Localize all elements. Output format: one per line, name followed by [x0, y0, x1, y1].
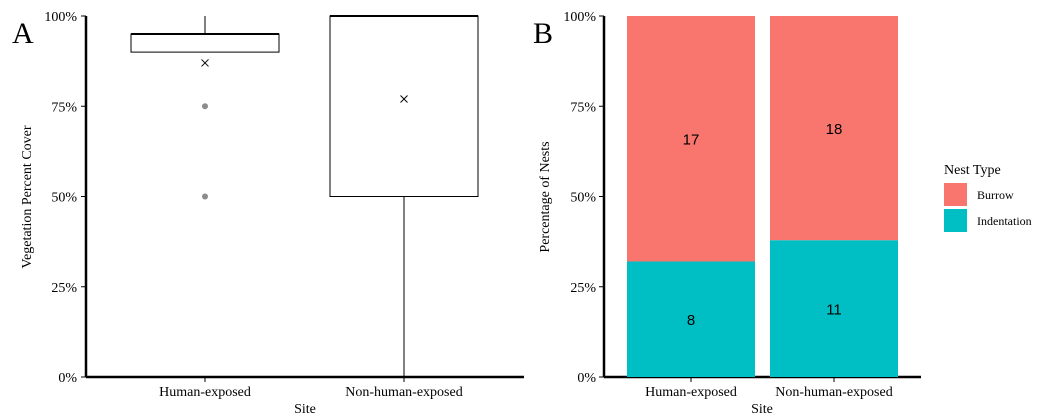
bar-burrow: [770, 16, 898, 241]
bar-indentation: [627, 261, 755, 377]
panel-b: B 8 17 11 18 0% 25% 50% 75% 100% Human-exposed N…: [533, 10, 1032, 417]
mean-marker: [201, 59, 209, 67]
outlier-point: [202, 193, 208, 200]
legend-swatch-indentation: [944, 209, 967, 232]
bar-count-label: 18: [826, 121, 843, 138]
x-tick-label: Non-human-exposed: [345, 385, 462, 400]
y-tick-label: 75%: [570, 100, 596, 115]
y-tick-label: 100%: [563, 10, 596, 25]
bar-count-label: 11: [826, 302, 842, 319]
x-tick-label: Non-human-exposed: [775, 385, 892, 400]
y-tick-label: 100%: [44, 10, 77, 25]
y-tick-label: 75%: [51, 100, 77, 115]
panel-a-boxes: [130, 15, 479, 377]
y-tick-label: 25%: [570, 281, 596, 296]
legend-title: Nest Type: [944, 163, 1001, 178]
panel-a: A 0% 25% 50% 75% 100% Human-exposed Non-human…: [12, 10, 524, 417]
legend-items: Burrow Indentation: [944, 183, 1032, 232]
box-body: [130, 33, 280, 53]
outlier-point: [202, 103, 208, 110]
panel-b-y-axis-title: Percentage of Nests: [538, 141, 553, 252]
panel-a-x-ticks: Human-exposed Non-human-exposed: [159, 377, 463, 400]
box-1: [130, 16, 280, 200]
y-tick-label: 25%: [51, 281, 77, 296]
y-tick-label: 0%: [58, 371, 77, 386]
legend: Nest Type Burrow Indentation: [944, 163, 1032, 232]
legend-label-indentation: Indentation: [977, 214, 1032, 228]
bar-indentation: [770, 240, 898, 377]
box-2: [329, 15, 479, 377]
panel-a-label: A: [12, 17, 34, 50]
panel-b-label: B: [533, 17, 553, 50]
mean-marker: [400, 95, 408, 103]
bar-count-label: 8: [687, 312, 695, 329]
bar-burrow: [627, 16, 755, 262]
panel-b-bars: 8 17 11 18: [627, 16, 898, 377]
panel-b-y-ticks: 0% 25% 50% 75% 100%: [563, 10, 604, 386]
x-tick-label: Human-exposed: [159, 385, 251, 400]
panel-a-y-ticks: 0% 25% 50% 75% 100%: [44, 10, 86, 386]
legend-swatch-burrow: [944, 183, 967, 206]
y-tick-label: 50%: [570, 191, 596, 206]
y-tick-label: 0%: [577, 371, 596, 386]
panel-b-x-ticks: Human-exposed Non-human-exposed: [645, 377, 893, 400]
bar-count-label: 17: [683, 132, 700, 149]
x-tick-label: Human-exposed: [645, 385, 737, 400]
panel-b-x-axis-title: Site: [751, 402, 773, 417]
y-tick-label: 50%: [51, 191, 77, 206]
box-body: [329, 15, 479, 197]
legend-label-burrow: Burrow: [977, 188, 1014, 202]
panel-a-y-axis-title: Vegetation Percent Cover: [20, 125, 35, 268]
panel-a-x-axis-title: Site: [294, 402, 316, 417]
